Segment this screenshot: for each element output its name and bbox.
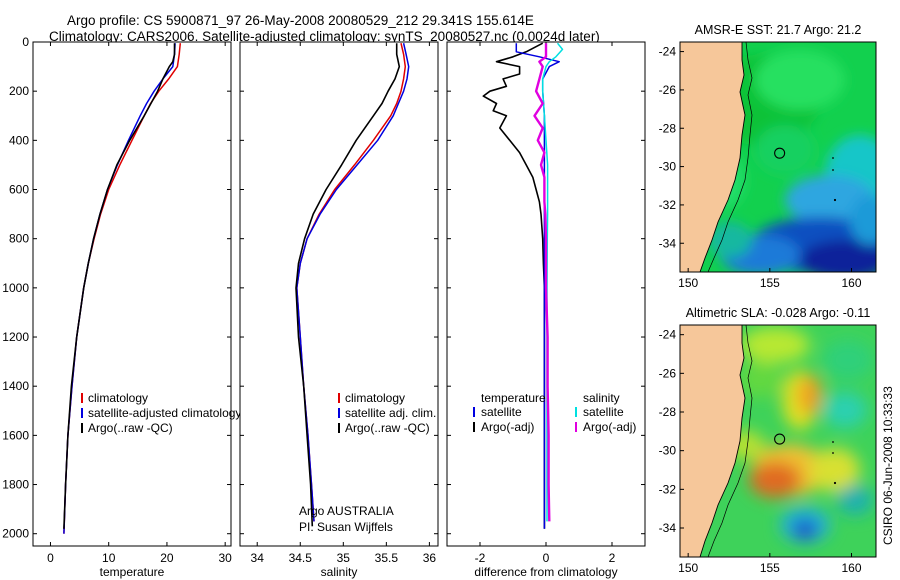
figure-title-line1: Argo profile: CS 5900871_97 26-May-2008 … [67, 13, 534, 28]
x-tick-label: 34 [251, 551, 265, 565]
x-tick-label: 10 [102, 551, 116, 565]
x-tick-label: -2 [475, 551, 486, 565]
x-axis-label: temperature [100, 565, 165, 579]
y-tick-label: 600 [9, 183, 29, 197]
map-y-tick-label: -26 [659, 366, 677, 380]
y-tick-label: 200 [9, 84, 29, 98]
x-tick-label: 34.5 [289, 551, 313, 565]
map-y-tick-label: -24 [659, 45, 677, 59]
sla-map: Altimetric SLA: -0.028 Argo: -0.11 [659, 306, 877, 575]
map-y-tick-label: -28 [659, 121, 677, 135]
map-y-tick-label: -26 [659, 83, 677, 97]
y-tick-label: 2000 [2, 527, 29, 541]
legend-label: Argo(..raw -QC) [345, 421, 430, 435]
map-x-tick-label: 150 [678, 561, 698, 575]
x-tick-label: 0 [47, 551, 54, 565]
series-line-argo-raw-qc- [63, 43, 176, 529]
map-y-tick-label: -34 [659, 521, 677, 535]
x-axis-label: salinity [321, 565, 358, 579]
y-tick-label: 1000 [2, 281, 29, 295]
x-tick-label: 36 [423, 551, 437, 565]
axes-frame [239, 41, 439, 547]
map-y-tick-label: -24 [659, 328, 677, 342]
legend-label: satellite-adjusted climatology [88, 406, 241, 420]
map-y-tick-label: -32 [659, 198, 677, 212]
series-line-salinity-argo-adj- [533, 43, 551, 522]
y-tick-label: 1400 [2, 379, 29, 393]
pi-annotation: PI: Susan Wijffels [299, 520, 393, 534]
y-tick-label: 800 [9, 232, 29, 246]
legend-label: Argo(-adj) [583, 420, 636, 434]
legend-label: climatology [88, 391, 148, 405]
sla-map-title: Altimetric SLA: -0.028 Argo: -0.11 [686, 306, 871, 320]
y-tick-label: 1800 [2, 478, 29, 492]
sst-field [680, 42, 876, 272]
x-axis-label: difference from climatology [474, 565, 617, 579]
map-y-tick-label: -32 [659, 482, 677, 496]
x-tick-label: 0 [543, 551, 550, 565]
x-tick-label: 2 [609, 551, 616, 565]
source-annotation: Argo AUSTRALIA [299, 504, 394, 518]
legend-header-temperature: temperature [481, 391, 546, 405]
x-tick-label: 35 [337, 551, 351, 565]
axes-frame [32, 41, 232, 547]
sst-land [680, 42, 745, 272]
x-tick-label: 30 [218, 551, 232, 565]
legend-label: climatology [345, 391, 405, 405]
map-y-tick-label: -34 [659, 236, 677, 250]
legend-label: satellite adj. clim. [345, 406, 436, 420]
sla-land [680, 325, 745, 557]
sst-map: AMSR-E SST: 21.7 Argo: 21.2 [659, 23, 877, 290]
panel-temperature: 0 200 400 600 800 1000 1200 1400 1600 1800 2000 0 10… [2, 35, 241, 579]
sla-float-marker [774, 433, 786, 445]
map-x-tick-label: 160 [841, 276, 861, 290]
map-y-tick-label: -30 [659, 444, 677, 458]
legend-label: satellite [583, 405, 624, 419]
y-tick-label: 1200 [2, 330, 29, 344]
legend-label: satellite [481, 405, 522, 419]
series-line-argo-raw-qc- [295, 43, 401, 527]
map-y-tick-label: -30 [659, 160, 677, 174]
y-tick-label: 0 [22, 35, 29, 49]
legend-label: Argo(..raw -QC) [88, 421, 173, 435]
x-tick-label: 35.5 [375, 551, 399, 565]
map-x-tick-label: 155 [760, 561, 780, 575]
y-tick-label: 1600 [2, 428, 29, 442]
map-x-tick-label: 150 [678, 276, 698, 290]
map-x-tick-label: 155 [760, 276, 780, 290]
x-tick-label: 20 [160, 551, 174, 565]
legend-label: Argo(-adj) [481, 420, 534, 434]
sla-field [680, 325, 876, 557]
panel-salinity: 34 34.5 35 35.5 36 salinity climatologysatelli… [239, 41, 439, 579]
sst-float-marker [774, 147, 786, 159]
figure-title-line2: Climatology: CARS2006. Satellite-adjuste… [49, 29, 600, 44]
sst-map-title: AMSR-E SST: 21.7 Argo: 21.2 [695, 23, 862, 37]
y-tick-label: 400 [9, 133, 29, 147]
map-y-tick-label: -28 [659, 405, 677, 419]
csiro-timestamp: CSIRO 06-Jun-2008 10:33:33 [881, 386, 895, 545]
map-x-tick-label: 160 [841, 561, 861, 575]
legend-header-salinity: salinity [583, 391, 620, 405]
